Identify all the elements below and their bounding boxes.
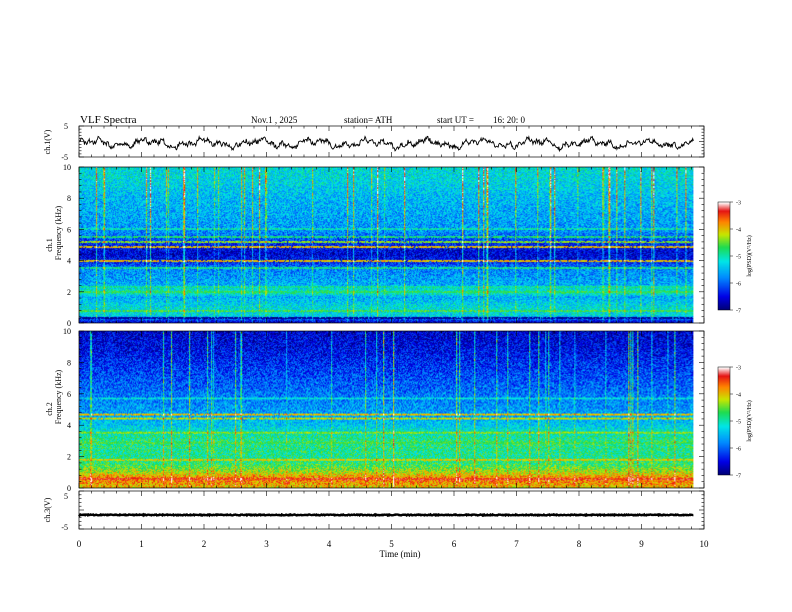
x-tick-label: 9 bbox=[639, 539, 644, 549]
x-tick-label: 3 bbox=[264, 539, 269, 549]
date-label: Nov.1 , 2025 bbox=[251, 115, 298, 125]
ch1-colorbar-ticks: -3 -4 -5 -6 -7 bbox=[730, 201, 741, 315]
ch1-waveform-ytick-top: 5 bbox=[64, 122, 68, 131]
ch1-colorbar: -3 -4 -5 -6 -7 log(PSD)(V²/Hz) bbox=[717, 201, 753, 315]
x-tick-label: 0 bbox=[77, 539, 82, 549]
start-ut-label: start UT = bbox=[437, 115, 474, 125]
x-tick-label: 7 bbox=[514, 539, 519, 549]
waveform-line bbox=[78, 512, 694, 518]
ch3-waveform-trace bbox=[78, 512, 694, 518]
ch1-channel-label: ch.1 bbox=[45, 238, 54, 252]
x-tick-label: 6 bbox=[452, 539, 457, 549]
frequency-tick-label: 4 bbox=[67, 257, 71, 266]
colorbar-tick-label: -3 bbox=[736, 366, 741, 372]
frequency-tick-label: 0 bbox=[67, 319, 71, 328]
ch2-colorbar: -3 -4 -5 -6 -7 log(PSD)(V²/Hz) bbox=[717, 366, 753, 480]
figure-title: VLF Spectra bbox=[80, 114, 137, 126]
x-tick-label: 4 bbox=[327, 539, 332, 549]
ch3-waveform-frame bbox=[78, 490, 705, 530]
frequency-tick-label: 10 bbox=[63, 327, 71, 336]
x-tick-label: 1 bbox=[139, 539, 144, 549]
start-ut-value: 16: 20: 0 bbox=[493, 115, 526, 125]
ch3-waveform-panel: 5 -5 ch.3(V) bbox=[43, 490, 705, 532]
ch2-channel-label: ch.2 bbox=[45, 402, 54, 416]
colorbar-tick-label: -7 bbox=[736, 309, 741, 315]
colorbar-tick-label: -4 bbox=[736, 228, 741, 234]
colorbar-tick-label: -5 bbox=[736, 420, 741, 426]
colorbar-tick-label: -6 bbox=[736, 447, 741, 453]
colorbar-tick-label: -3 bbox=[736, 201, 741, 207]
ch2-spectrogram-ticks bbox=[78, 330, 705, 489]
ch2-spectrogram-image bbox=[79, 331, 694, 488]
ch2-colorbar-label: log(PSD)(V²/Hz) bbox=[746, 400, 753, 441]
frequency-tick-label: 8 bbox=[67, 194, 71, 203]
x-tick-label: 10 bbox=[700, 539, 710, 549]
frequency-tick-label: 4 bbox=[67, 421, 71, 430]
figure-header: VLF Spectra Nov.1 , 2025 station= ATH st… bbox=[80, 114, 526, 126]
ch3-waveform-ytick-top: 5 bbox=[64, 492, 68, 501]
ch1-colorbar-label: log(PSD)(V²/Hz) bbox=[746, 235, 753, 276]
ch1-spectrogram-ytick-labels: 0 2 4 6 8 10 bbox=[63, 163, 71, 328]
ch1-waveform-trace bbox=[78, 134, 694, 153]
ch1-waveform-ticks bbox=[78, 125, 705, 158]
frequency-tick-label: 2 bbox=[67, 453, 71, 462]
x-axis-label: Time (min) bbox=[380, 549, 421, 559]
colorbar-tick-label: -4 bbox=[736, 393, 741, 399]
colorbar-tick-label: -6 bbox=[736, 282, 741, 288]
ch1-waveform-ylabel: ch.1(V) bbox=[43, 129, 52, 154]
x-axis-tick-labels: 0 1 2 3 4 5 6 7 8 9 10 bbox=[77, 539, 709, 549]
ch1-spectrogram-ticks bbox=[78, 166, 705, 324]
x-tick-label: 2 bbox=[202, 539, 207, 549]
ch1-spectrogram-image bbox=[79, 167, 694, 323]
ch1-frequency-ylabel: Frequency (kHz) bbox=[54, 205, 63, 260]
x-tick-label: 5 bbox=[389, 539, 394, 549]
frequency-tick-label: 6 bbox=[67, 390, 71, 399]
frequency-tick-label: 0 bbox=[67, 484, 71, 493]
frequency-tick-label: 10 bbox=[63, 163, 71, 172]
ch1-waveform-ytick-bottom: -5 bbox=[61, 153, 68, 162]
colorbar-tick-label: -7 bbox=[736, 474, 741, 480]
frequency-tick-label: 6 bbox=[67, 225, 71, 234]
ch2-frequency-ylabel: Frequency (kHz) bbox=[54, 369, 63, 424]
ch1-spectrogram-panel: 0 2 4 6 8 10 ch.1 Frequency (kHz) -3 -4 -5 -6 -7 … bbox=[45, 163, 753, 328]
frequency-tick-label: 8 bbox=[67, 358, 71, 367]
x-tick-label: 8 bbox=[577, 539, 582, 549]
frequency-tick-label: 2 bbox=[67, 288, 71, 297]
station-label: station= ATH bbox=[344, 115, 393, 125]
waveform-line bbox=[78, 134, 694, 153]
ch3-waveform-ytick-bottom: -5 bbox=[61, 523, 68, 532]
ch1-waveform-panel: 5 -5 ch.1(V) bbox=[43, 122, 705, 162]
ch3-waveform-ylabel: ch.3(V) bbox=[43, 497, 52, 522]
colorbar-tick-label: -5 bbox=[736, 255, 741, 261]
ch2-spectrogram-panel: 0 2 4 6 8 10 ch.2 Frequency (kHz) -3 -4 -5 -6 -7 … bbox=[45, 327, 753, 493]
ch2-spectrogram-ytick-labels: 0 2 4 6 8 10 bbox=[63, 327, 71, 493]
ch2-colorbar-ticks: -3 -4 -5 -6 -7 bbox=[730, 366, 741, 480]
ch3-waveform-ticks bbox=[78, 490, 705, 530]
